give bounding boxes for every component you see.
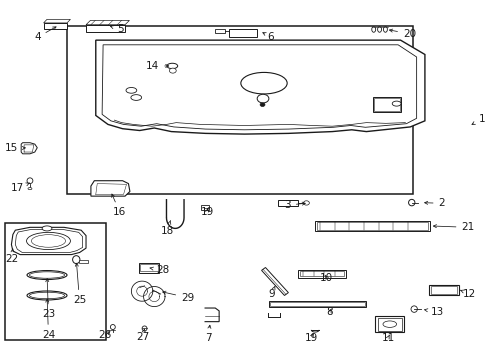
Circle shape	[303, 201, 309, 205]
Bar	[298, 270, 345, 278]
Ellipse shape	[241, 72, 286, 94]
Bar	[373, 98, 399, 111]
Bar	[316, 222, 427, 230]
Bar	[372, 97, 400, 112]
Ellipse shape	[383, 27, 386, 32]
Text: 24: 24	[42, 299, 55, 340]
Bar	[4, 223, 105, 339]
Ellipse shape	[391, 101, 400, 106]
Text: 5: 5	[110, 24, 123, 35]
Bar	[428, 285, 458, 296]
Text: 3: 3	[284, 200, 305, 210]
Text: 6: 6	[262, 32, 273, 41]
Polygon shape	[96, 40, 424, 134]
Ellipse shape	[28, 188, 32, 190]
Text: 27: 27	[136, 329, 149, 342]
Circle shape	[169, 68, 176, 73]
Text: 17: 17	[11, 183, 29, 193]
Ellipse shape	[377, 27, 381, 32]
Ellipse shape	[27, 178, 33, 184]
Ellipse shape	[131, 95, 142, 100]
Circle shape	[260, 103, 264, 107]
Polygon shape	[43, 19, 70, 23]
Ellipse shape	[42, 226, 52, 231]
Ellipse shape	[408, 199, 414, 206]
Text: 13: 13	[424, 307, 443, 317]
Text: 20: 20	[388, 29, 415, 39]
Text: 21: 21	[432, 222, 474, 232]
Bar	[66, 26, 412, 194]
Bar	[277, 200, 298, 206]
Ellipse shape	[371, 27, 375, 32]
Bar	[270, 302, 364, 306]
Ellipse shape	[126, 87, 137, 93]
Text: 19: 19	[304, 333, 317, 343]
Text: 28: 28	[150, 265, 169, 275]
Polygon shape	[21, 143, 37, 154]
Text: 29: 29	[163, 291, 194, 303]
Bar	[43, 23, 67, 30]
Ellipse shape	[73, 256, 80, 264]
Text: 16: 16	[111, 194, 126, 217]
Text: 9: 9	[267, 286, 274, 299]
Circle shape	[257, 94, 268, 103]
Text: 8: 8	[326, 307, 332, 317]
Ellipse shape	[110, 324, 115, 329]
Text: 2: 2	[424, 198, 444, 208]
Bar	[86, 25, 125, 32]
Text: 10: 10	[320, 273, 332, 283]
Bar	[377, 318, 401, 330]
Text: 4: 4	[34, 27, 56, 42]
Polygon shape	[11, 227, 86, 255]
Ellipse shape	[382, 321, 396, 327]
Text: 15: 15	[4, 143, 25, 153]
Ellipse shape	[27, 271, 67, 279]
Ellipse shape	[166, 63, 177, 69]
Bar	[79, 260, 88, 263]
Text: 18: 18	[160, 220, 173, 236]
Bar	[299, 271, 344, 276]
Bar	[315, 221, 429, 231]
Polygon shape	[86, 21, 129, 25]
Text: 14: 14	[145, 61, 168, 71]
Bar	[228, 30, 257, 37]
Ellipse shape	[410, 306, 416, 312]
Text: 11: 11	[381, 333, 394, 343]
Ellipse shape	[26, 232, 70, 249]
Text: 12: 12	[459, 289, 475, 299]
Ellipse shape	[27, 291, 67, 300]
Text: 1: 1	[471, 114, 484, 125]
Polygon shape	[91, 181, 130, 196]
Text: 26: 26	[99, 330, 112, 340]
Bar	[268, 301, 366, 307]
Bar	[139, 263, 159, 273]
Text: 7: 7	[204, 325, 211, 343]
Text: 23: 23	[42, 279, 55, 319]
Ellipse shape	[142, 326, 147, 331]
Bar	[430, 286, 456, 294]
Bar	[140, 264, 158, 271]
Text: 25: 25	[73, 263, 86, 305]
Bar	[200, 206, 209, 211]
Polygon shape	[261, 267, 288, 296]
Text: 22: 22	[5, 248, 19, 264]
Bar	[374, 316, 404, 332]
Text: 19: 19	[200, 207, 213, 217]
Bar	[215, 29, 224, 33]
